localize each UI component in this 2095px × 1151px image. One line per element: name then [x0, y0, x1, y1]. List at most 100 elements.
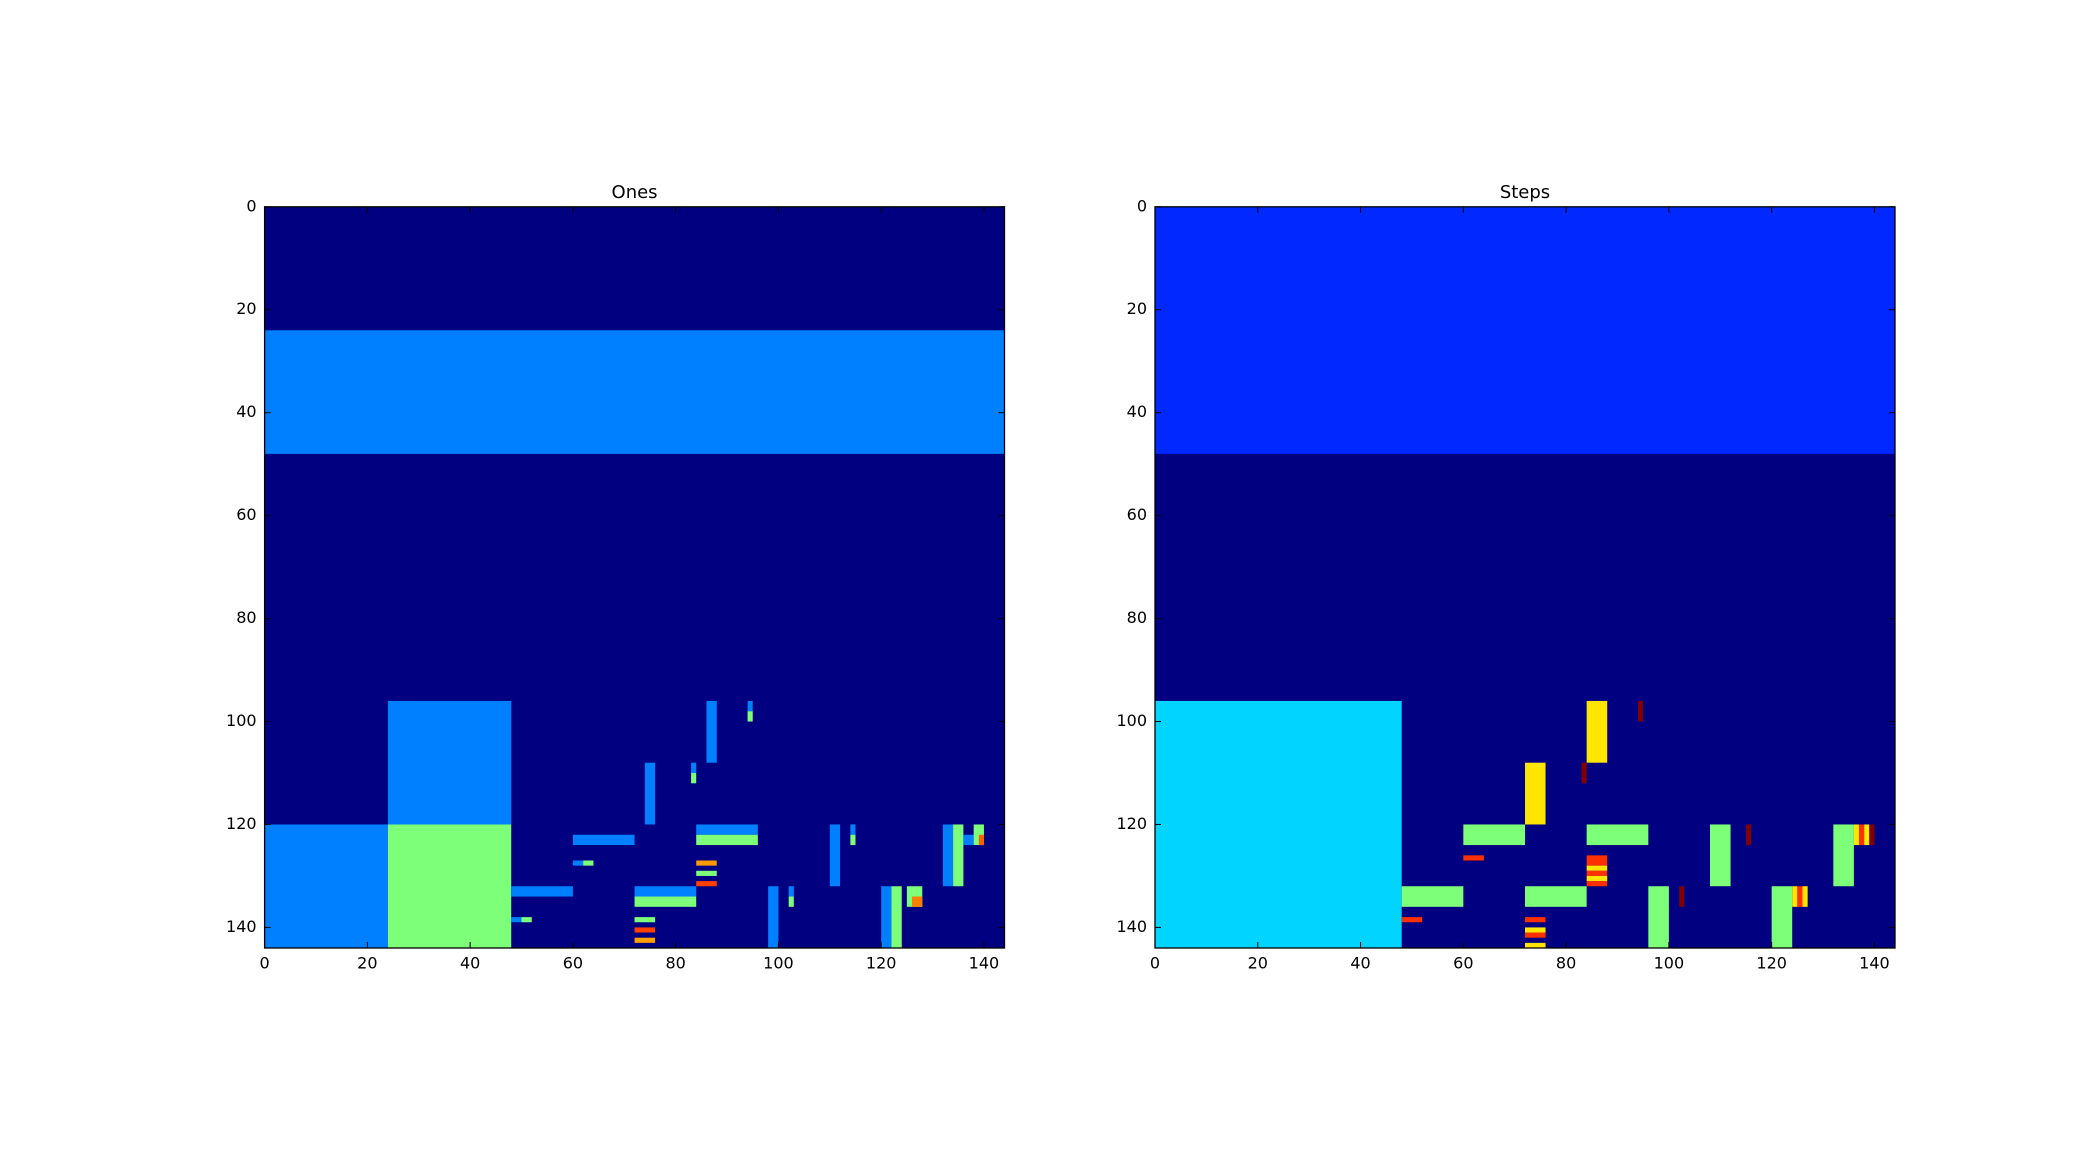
y-tick-label: 60: [1127, 505, 1147, 524]
heatmap-cell: [691, 772, 697, 784]
heatmap-cell: [1586, 700, 1608, 763]
heatmap-cell: [1586, 865, 1608, 871]
heatmap-cell: [1401, 886, 1464, 907]
heatmap-cell: [829, 824, 841, 887]
heatmap-cell: [511, 917, 522, 923]
y-tick-label: 20: [1127, 299, 1147, 318]
heatmap-cell: [1710, 824, 1731, 887]
heatmap-cell: [387, 824, 512, 948]
y-tick-label: 100: [1116, 711, 1147, 730]
heatmap-cell: [747, 711, 753, 722]
heatmap-cell: [1586, 870, 1608, 876]
x-tick-label: 20: [357, 954, 377, 973]
heatmap-cell: [644, 762, 656, 825]
heatmap-cell: [1859, 824, 1865, 846]
heatmap-cell: [850, 834, 856, 846]
heatmap-cell: [1581, 762, 1587, 784]
heatmap-cell: [953, 824, 964, 887]
y-tick-label: 120: [1116, 814, 1147, 833]
heatmap-cell: [1401, 917, 1423, 923]
x-tick-label: 60: [1453, 954, 1473, 973]
heatmap-cell: [511, 886, 573, 897]
y-tick-label: 40: [1127, 402, 1147, 421]
x-tick-label: 40: [1350, 954, 1370, 973]
y-tick-label: 140: [226, 917, 257, 936]
heatmap-cell: [1864, 824, 1870, 846]
heatmap-cell: [768, 886, 779, 948]
heatmap-cell: [1792, 886, 1798, 907]
x-tick-label: 120: [1756, 954, 1787, 973]
heatmap-cell: [521, 917, 532, 923]
y-tick-label: 0: [1137, 196, 1147, 215]
heatmap-cell: [1679, 886, 1685, 907]
heatmap-cell: [1802, 886, 1808, 907]
x-tick-label: 140: [1859, 954, 1890, 973]
x-tick-label: 100: [1654, 954, 1685, 973]
y-tick-label: 20: [236, 299, 256, 318]
heatmap-cell: [850, 824, 856, 835]
heatmap-cell: [1463, 855, 1484, 861]
x-tick-label: 100: [763, 954, 794, 973]
heatmap-cell: [634, 927, 656, 933]
heatmap-cell: [387, 700, 512, 825]
y-tick-label: 80: [236, 608, 256, 627]
heatmap-cell: [963, 834, 974, 846]
heatmap-cell: [1525, 927, 1546, 933]
heatmap-cell: [1797, 886, 1803, 907]
x-tick-label: 40: [460, 954, 480, 973]
y-tick-label: 60: [236, 505, 256, 524]
heatmap-cell: [1155, 206, 1895, 454]
heatmap-cell: [1745, 824, 1752, 846]
heatmap-cell: [1771, 886, 1793, 948]
heatmap-cell: [1463, 824, 1525, 846]
heatmap-cell: [881, 886, 892, 948]
heatmap-cell: [691, 762, 697, 773]
heatmap-cell: [1586, 824, 1649, 846]
heatmap-cell: [696, 824, 758, 835]
heatmap-cell: [978, 834, 984, 846]
axes-frame: [263, 206, 1006, 949]
heatmap-cell: [634, 896, 697, 907]
x-tick-label: 0: [1150, 954, 1160, 973]
heatmap-cell: [634, 917, 656, 923]
x-tick-label: 20: [1248, 954, 1268, 973]
heatmap-cell: [1586, 875, 1608, 882]
chart-title: Steps: [1500, 182, 1550, 203]
heatmap-cell: [1525, 932, 1546, 938]
heatmap-cell: [891, 886, 902, 948]
heatmap-cell: [1525, 762, 1546, 825]
y-tick-label: 140: [1116, 917, 1147, 936]
heatmap-cell: [1525, 886, 1587, 907]
y-tick-label: 40: [236, 402, 256, 421]
heatmap-cell: [572, 834, 635, 846]
heatmap-cell: [696, 834, 758, 846]
heatmap-cell: [706, 700, 717, 763]
heatmap-cell: [942, 824, 954, 887]
heatmap-cell: [1586, 881, 1608, 887]
heatmap-cell: [264, 824, 388, 948]
heatmap-cell: [788, 896, 794, 907]
x-tick-label: 80: [665, 954, 685, 973]
heatmap-cell: [912, 896, 923, 907]
heatmap-cell: [1525, 917, 1546, 923]
y-tick-label: 0: [246, 196, 256, 215]
heatmap-cell: [696, 870, 717, 876]
heatmap-cell: [583, 860, 594, 866]
heatmap-cell: [747, 700, 753, 712]
y-tick-label: 80: [1127, 608, 1147, 627]
x-tick-label: 60: [563, 954, 583, 973]
axes-frame: [1154, 206, 1896, 949]
x-tick-label: 140: [969, 954, 1000, 973]
x-tick-label: 0: [260, 954, 270, 973]
heatmap-cell: [1525, 942, 1546, 948]
heatmap-cell: [1155, 700, 1402, 948]
heatmap-cell: [572, 860, 584, 866]
y-tick-label: 120: [226, 814, 257, 833]
heatmap-cell: [1638, 700, 1644, 722]
heatmap-cell: [264, 330, 1005, 454]
x-tick-label: 120: [866, 954, 897, 973]
heatmap-cell: [634, 937, 656, 943]
y-tick-label: 100: [226, 711, 257, 730]
heatmap-cell: [1833, 824, 1854, 887]
